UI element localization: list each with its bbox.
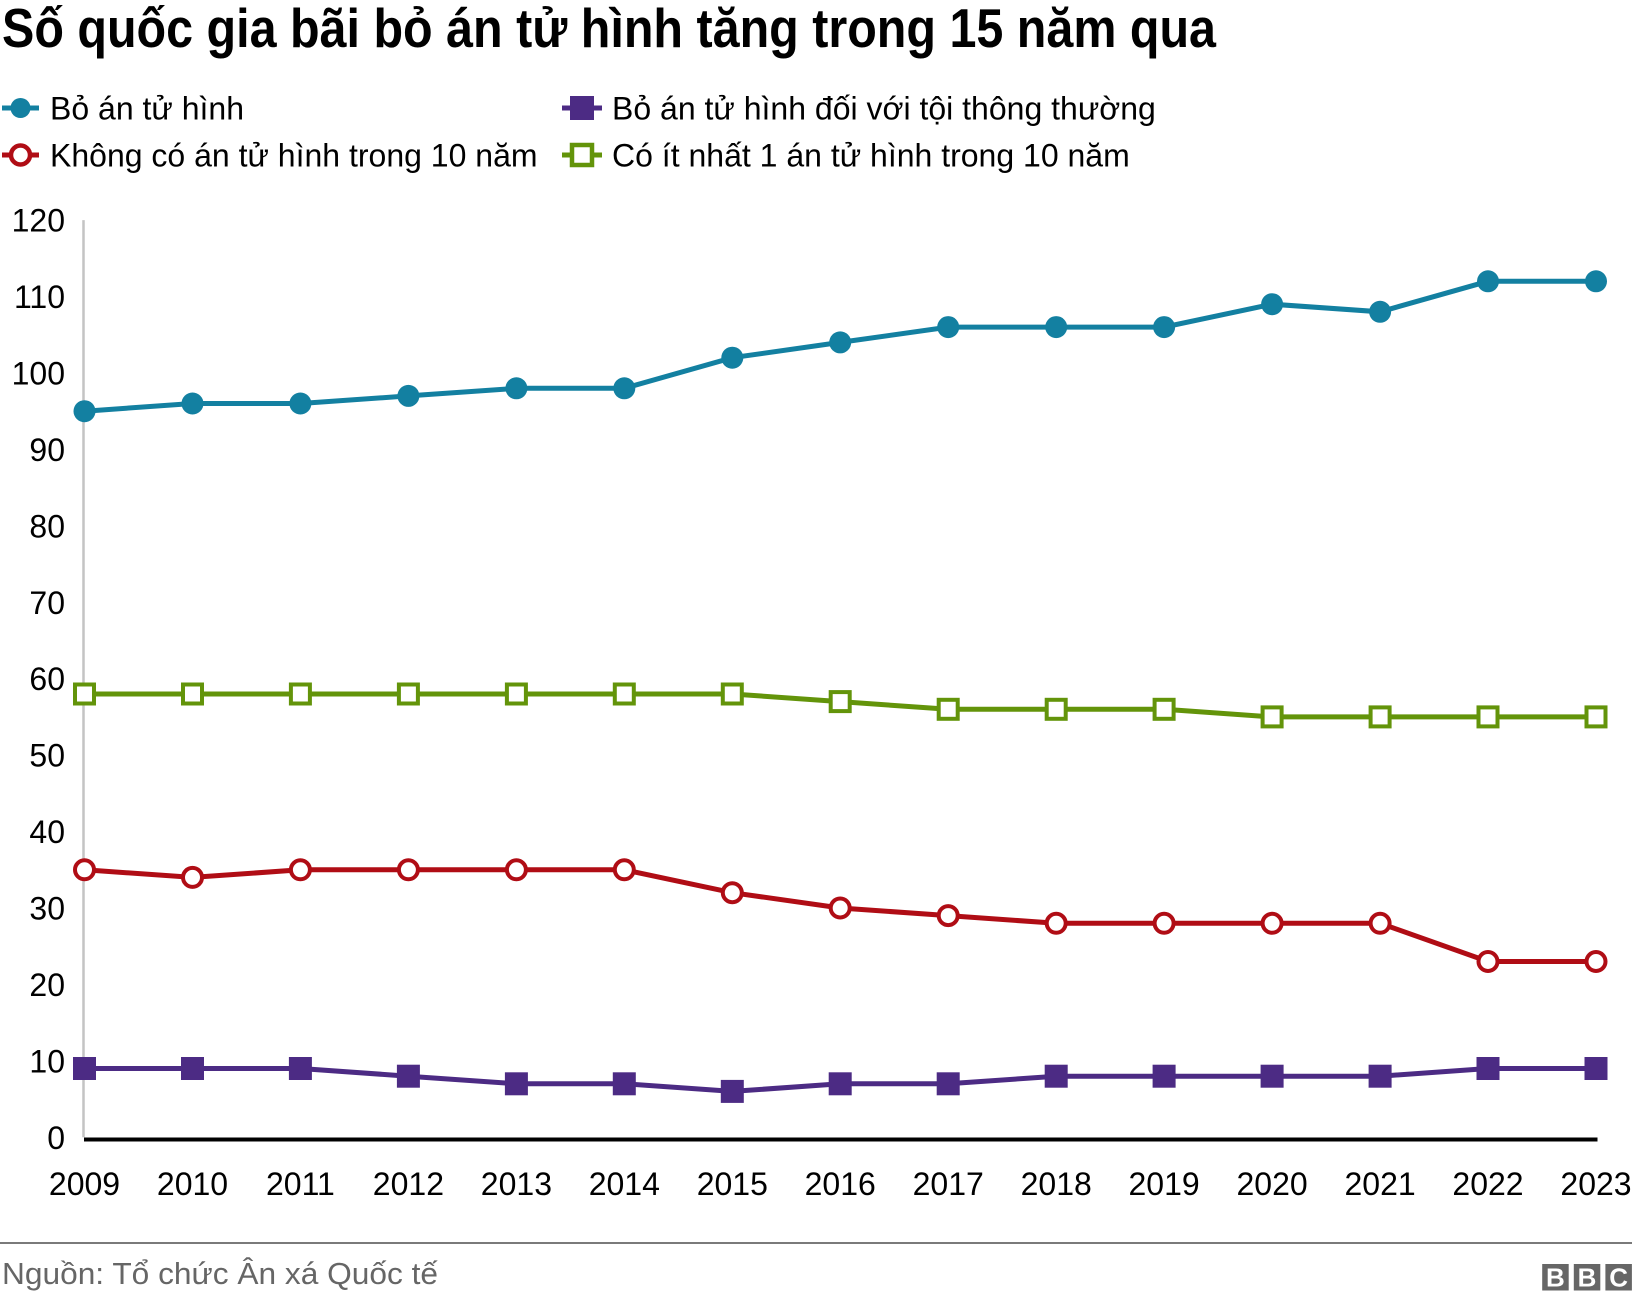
svg-text:2021: 2021 [1345,1166,1416,1202]
svg-text:50: 50 [29,738,65,774]
svg-text:Có ít nhất 1 án tử hình trong: Có ít nhất 1 án tử hình trong 10 năm [612,138,1130,174]
svg-text:2009: 2009 [49,1166,120,1202]
svg-text:Bỏ án tử hình: Bỏ án tử hình [50,91,244,127]
svg-text:2014: 2014 [589,1166,660,1202]
svg-text:2020: 2020 [1237,1166,1308,1202]
svg-text:Không có án tử hình trong 10 n: Không có án tử hình trong 10 năm [50,138,538,174]
svg-text:0: 0 [47,1120,65,1156]
svg-text:2015: 2015 [697,1166,768,1202]
svg-text:100: 100 [12,356,65,392]
svg-text:B: B [1578,1263,1597,1293]
svg-text:2023: 2023 [1560,1166,1631,1202]
svg-text:Bỏ án tử hình đối với tội thôn: Bỏ án tử hình đối với tội thông thường [612,91,1156,127]
svg-text:2019: 2019 [1129,1166,1200,1202]
svg-text:B: B [1546,1263,1565,1293]
svg-text:10: 10 [29,1043,65,1079]
svg-text:20: 20 [29,967,65,1003]
svg-text:70: 70 [29,585,65,621]
svg-text:Số quốc gia bãi bỏ án tử hình: Số quốc gia bãi bỏ án tử hình tăng trong… [2,0,1217,59]
svg-text:40: 40 [29,814,65,850]
svg-text:80: 80 [29,508,65,544]
svg-text:C: C [1609,1263,1628,1293]
svg-text:Nguồn: Tổ chức Ân xá Quốc tế: Nguồn: Tổ chức Ân xá Quốc tế [2,1256,438,1291]
svg-text:2016: 2016 [805,1166,876,1202]
svg-text:2011: 2011 [266,1166,335,1202]
svg-text:110: 110 [14,279,65,315]
svg-text:2013: 2013 [481,1166,552,1202]
svg-text:120: 120 [12,203,65,239]
svg-text:2012: 2012 [373,1166,444,1202]
svg-text:2017: 2017 [913,1166,984,1202]
svg-text:2018: 2018 [1021,1166,1092,1202]
svg-text:90: 90 [29,432,65,468]
svg-text:60: 60 [29,661,65,697]
svg-text:2022: 2022 [1452,1166,1523,1202]
svg-text:30: 30 [29,891,65,927]
svg-text:2010: 2010 [157,1166,228,1202]
